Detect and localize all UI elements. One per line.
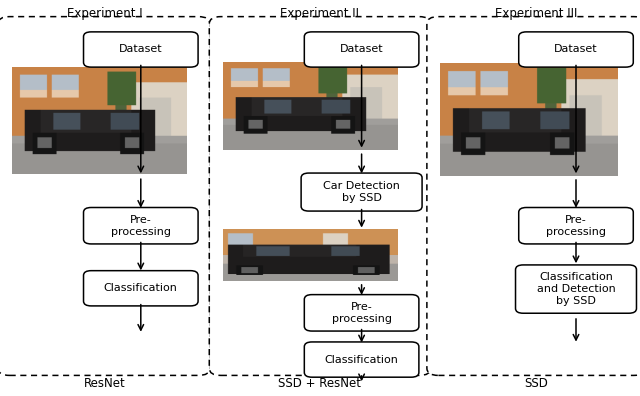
Text: ResNet: ResNet (83, 377, 125, 390)
Text: Dataset: Dataset (340, 44, 383, 55)
Text: Experiment III: Experiment III (495, 8, 577, 20)
FancyBboxPatch shape (519, 208, 634, 244)
Text: Classification: Classification (104, 283, 178, 293)
FancyBboxPatch shape (84, 208, 198, 244)
FancyBboxPatch shape (84, 271, 198, 306)
Text: SSD: SSD (524, 377, 548, 390)
FancyBboxPatch shape (304, 295, 419, 331)
FancyBboxPatch shape (427, 17, 640, 375)
Text: Classification: Classification (324, 354, 399, 365)
FancyBboxPatch shape (209, 17, 431, 375)
Text: Pre-
processing: Pre- processing (546, 215, 606, 236)
Text: Dataset: Dataset (554, 44, 598, 55)
Text: Classification
and Detection
by SSD: Classification and Detection by SSD (536, 272, 616, 306)
Text: Car Detection
by SSD: Car Detection by SSD (323, 181, 400, 203)
Text: Dataset: Dataset (119, 44, 163, 55)
Text: SSD + ResNet: SSD + ResNet (278, 377, 362, 390)
FancyBboxPatch shape (304, 32, 419, 67)
Text: Experiment I: Experiment I (67, 8, 142, 20)
Text: Experiment II: Experiment II (280, 8, 360, 20)
FancyBboxPatch shape (301, 173, 422, 211)
Text: Pre-
processing: Pre- processing (332, 302, 392, 324)
FancyBboxPatch shape (516, 265, 636, 313)
FancyBboxPatch shape (0, 17, 210, 375)
FancyBboxPatch shape (304, 342, 419, 377)
Text: Pre-
processing: Pre- processing (111, 215, 171, 236)
FancyBboxPatch shape (519, 32, 634, 67)
FancyBboxPatch shape (84, 32, 198, 67)
